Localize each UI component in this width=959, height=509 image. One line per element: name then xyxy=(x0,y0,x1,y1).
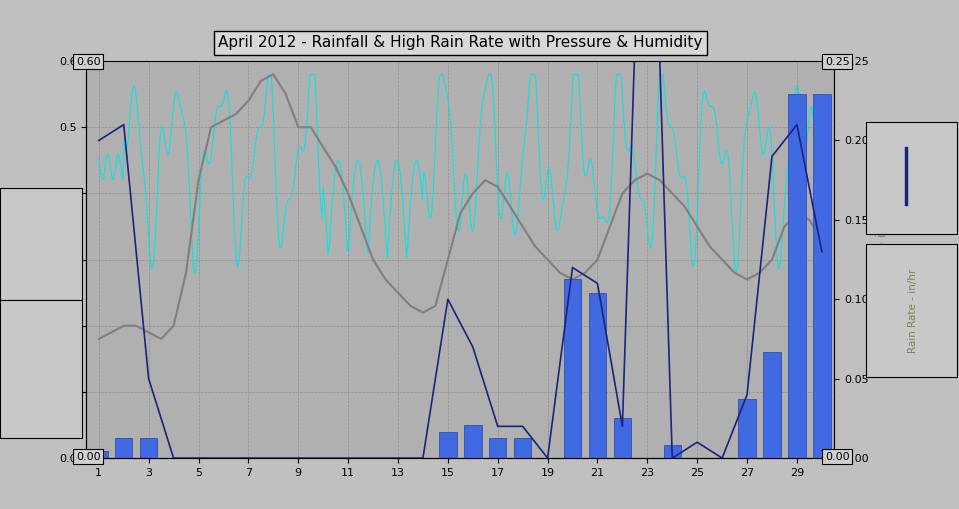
Bar xyxy=(90,451,107,458)
Bar xyxy=(738,399,756,458)
Bar xyxy=(614,418,631,458)
Bar xyxy=(763,352,781,458)
Text: 0.25: 0.25 xyxy=(825,56,850,67)
Bar xyxy=(464,425,481,458)
Bar xyxy=(489,438,506,458)
Bar xyxy=(514,438,531,458)
Text: 0.60: 0.60 xyxy=(76,56,101,67)
Text: 0.00: 0.00 xyxy=(825,451,850,462)
Bar xyxy=(788,94,806,458)
Bar xyxy=(664,445,681,458)
Text: Rain - in: Rain - in xyxy=(36,348,46,390)
Bar xyxy=(115,438,132,458)
Text: Rain Rate - in/hr: Rain Rate - in/hr xyxy=(908,268,918,353)
Bar xyxy=(813,94,830,458)
FancyBboxPatch shape xyxy=(5,193,77,295)
Y-axis label: Rain Rate - in/hr: Rain Rate - in/hr xyxy=(876,209,889,310)
Bar xyxy=(439,432,456,458)
Bar xyxy=(589,293,606,458)
Bar xyxy=(24,221,58,272)
Bar xyxy=(140,438,157,458)
FancyBboxPatch shape xyxy=(866,122,957,234)
Text: 0.00: 0.00 xyxy=(76,451,101,462)
Title: April 2012 - Rainfall & High Rain Rate with Pressure & Humidity: April 2012 - Rainfall & High Rain Rate w… xyxy=(218,35,703,50)
Y-axis label: Rain - in: Rain - in xyxy=(39,234,52,286)
FancyBboxPatch shape xyxy=(866,244,957,377)
Bar xyxy=(564,279,581,458)
